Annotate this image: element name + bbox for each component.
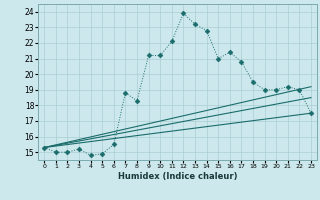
X-axis label: Humidex (Indice chaleur): Humidex (Indice chaleur)	[118, 172, 237, 181]
